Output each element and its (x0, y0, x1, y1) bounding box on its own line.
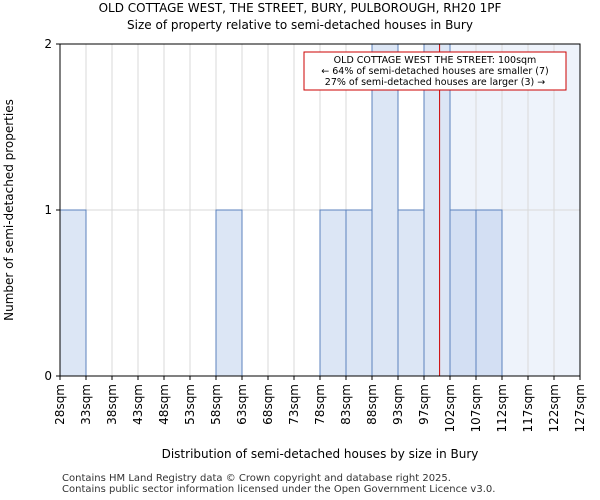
x-tick-label: 93sqm (391, 384, 405, 425)
x-tick-label: 117sqm (521, 384, 535, 432)
x-tick-label: 127sqm (573, 384, 587, 432)
x-axis-label: Distribution of semi-detached houses by … (162, 447, 479, 461)
x-tick-label: 48sqm (157, 384, 171, 425)
x-tick-label: 88sqm (365, 384, 379, 425)
y-tick-label: 1 (44, 203, 52, 217)
annotation-line-size: OLD COTTAGE WEST THE STREET: 100sqm (334, 55, 537, 66)
x-tick-label: 97sqm (417, 384, 431, 425)
histogram-bar (215, 209, 243, 377)
histogram-bar (371, 43, 399, 377)
y-tick-label: 2 (44, 37, 52, 51)
y-tick-label: 0 (44, 369, 52, 383)
x-tick-label: 58sqm (209, 384, 223, 425)
histogram-chart: 0 1 2 28sqm 33sqm 38sqm 43sqm 48sqm 53sqm 58sqm 63… (2, 37, 587, 461)
x-tick-label: 102sqm (443, 384, 457, 432)
histogram-bar (475, 209, 503, 377)
annotation-line-larger: 27% of semi-detached houses are larger (… (325, 77, 545, 88)
x-tick-label: 78sqm (313, 384, 327, 425)
x-tick-label: 73sqm (287, 384, 301, 425)
annotation-box (303, 51, 567, 91)
x-tick-label: 53sqm (183, 384, 197, 425)
x-tick-label: 43sqm (131, 384, 145, 425)
x-tick-label: 107sqm (469, 384, 483, 432)
chart-title: OLD COTTAGE WEST, THE STREET, BURY, PULB… (98, 1, 502, 15)
histogram-bar (59, 209, 87, 377)
y-axis-label: Number of semi-detached properties (2, 99, 16, 321)
annotation-line-smaller: ← 64% of semi-detached houses are smalle… (321, 66, 549, 77)
histogram-bar (345, 209, 373, 377)
x-tick-label: 122sqm (547, 384, 561, 432)
x-tick-label: 83sqm (339, 384, 353, 425)
histogram-bar (397, 209, 425, 377)
histogram-bar (423, 43, 451, 377)
x-tick-label: 28sqm (53, 384, 67, 425)
chart-subtitle: Size of property relative to semi-detach… (127, 18, 473, 32)
footer-copyright: Contains HM Land Registry data © Crown c… (62, 473, 451, 484)
x-tick-label: 112sqm (495, 384, 509, 432)
x-tick-label: 68sqm (261, 384, 275, 425)
x-tick-label: 38sqm (105, 384, 119, 425)
footer-licence: Contains public sector information licen… (62, 484, 496, 495)
histogram-bar (449, 209, 477, 377)
histogram-bar (319, 209, 347, 377)
x-tick-label: 63sqm (235, 384, 249, 425)
x-tick-label: 33sqm (79, 384, 93, 425)
